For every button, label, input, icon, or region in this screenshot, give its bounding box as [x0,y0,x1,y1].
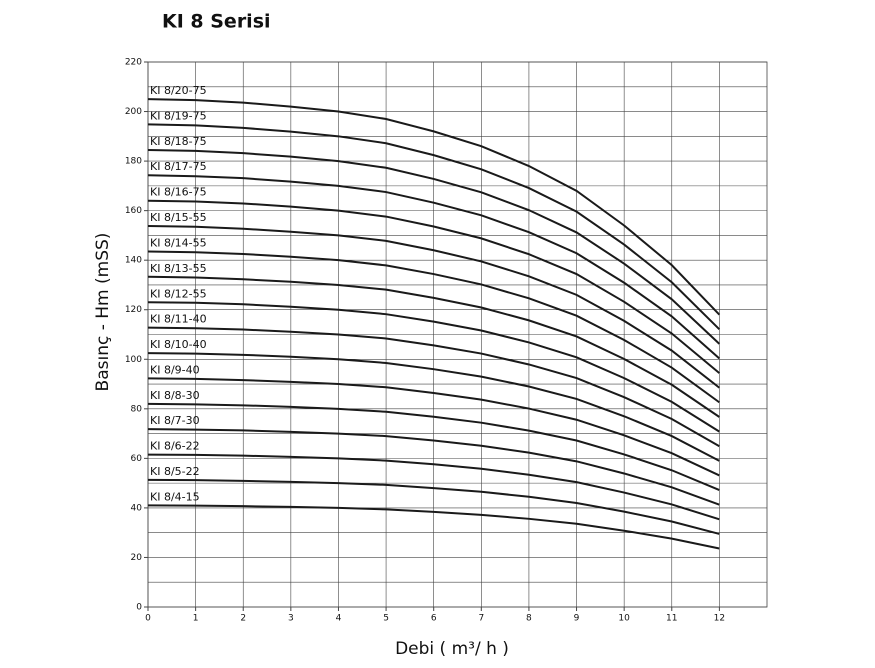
y-tick-label: 20 [131,553,143,563]
y-tick-label: 180 [125,157,142,167]
curve-label: KI 8/11-40 [150,313,207,326]
x-tick-label: 7 [478,614,484,624]
x-axis-label: Debi ( m³/ h ) [395,639,509,659]
x-tick-label: 0 [145,614,151,624]
curve [147,428,720,506]
curve-label: KI 8/12-55 [150,287,207,300]
x-tick-label: 8 [526,614,532,624]
curve [147,98,721,316]
y-tick-label: 200 [125,107,142,117]
curve-label: KI 8/19-75 [150,109,207,122]
y-tick-label: 220 [125,58,142,68]
curve [147,224,721,389]
curve [147,174,721,360]
x-tick-label: 12 [714,614,725,624]
curve [147,377,720,477]
curve-label: KI 8/16-75 [150,186,207,199]
y-tick-label: 100 [125,355,142,365]
x-tick-label: 5 [383,614,389,624]
y-tick-label: 0 [136,603,142,613]
curve [147,504,720,550]
curve [147,478,720,535]
chart-title: KI 8 Serisi [162,11,271,33]
curve-label: KI 8/14-55 [150,237,207,250]
curve-label: KI 8/13-55 [150,262,207,275]
x-tick-label: 9 [574,614,580,624]
x-tick-label: 3 [288,614,294,624]
y-tick-label: 60 [131,454,143,464]
curve [147,148,721,345]
curve [147,123,721,331]
curve-label: KI 8/5-22 [150,465,200,478]
curve [147,352,720,462]
curve [147,402,720,491]
curve-label: KI 8/4-15 [150,490,200,503]
curve-label: KI 8/7-30 [150,414,200,427]
x-tick-label: 6 [431,614,437,624]
y-tick-label: 120 [125,305,142,315]
curve-label: KI 8/17-75 [150,160,207,173]
curve-label: KI 8/9-40 [150,363,200,376]
y-tick-label: 140 [125,256,142,266]
curve-label: KI 8/18-75 [150,135,207,148]
y-tick-label: 160 [125,206,142,216]
curve [147,326,720,448]
curve-label: KI 8/20-75 [150,84,207,97]
x-tick-label: 1 [193,614,199,624]
x-tick-label: 11 [666,614,677,624]
x-tick-label: 10 [618,614,630,624]
plot-frame [147,61,768,608]
curve-label: KI 8/10-40 [150,338,207,351]
x-tick-label: 2 [240,614,246,624]
curve [147,199,721,374]
curve [147,301,720,433]
curve [147,250,720,404]
curve-label: KI 8/15-55 [150,211,207,224]
y-tick-label: 80 [131,404,143,414]
curve-label: KI 8/8-30 [150,389,200,402]
curve [147,453,720,521]
x-tick-label: 4 [336,614,342,624]
y-axis-label: Basınç - Hm (mSS) [93,233,113,392]
curve-label: KI 8/6-22 [150,440,200,453]
curve [147,275,720,418]
y-tick-label: 40 [131,503,143,513]
